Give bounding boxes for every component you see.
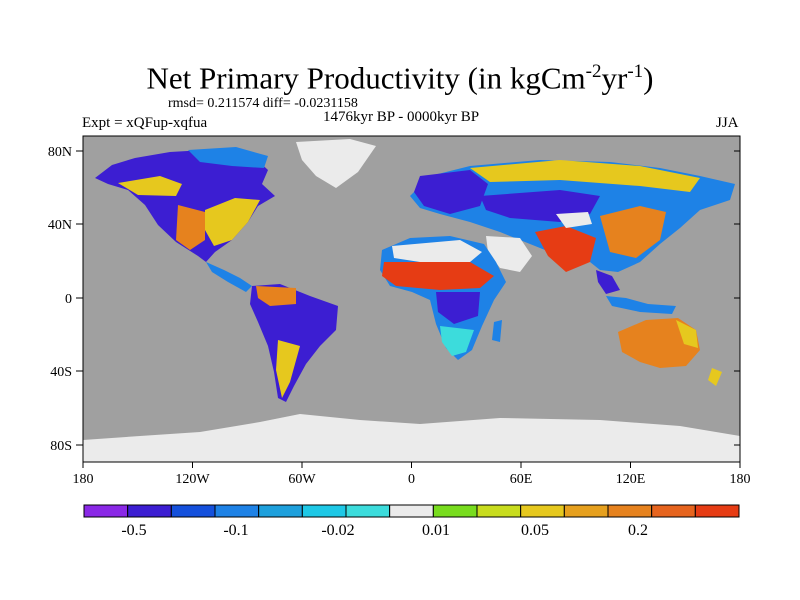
land-masses [83,139,740,462]
indonesia-islands [606,296,676,314]
lat-tick-label: 40N [48,218,72,233]
lon-tick-label: 0 [408,472,415,487]
season-label: JJA [716,115,739,131]
southern-africa [440,326,474,356]
new-zealand-land [708,368,722,386]
colorbar-label: 0.01 [422,522,450,539]
australia-east [676,320,698,348]
lon-tick-label: 180 [73,472,94,487]
rmsd-diff-stats: rmsd= 0.211574 diff= -0.0231158 [168,96,358,111]
colorbar-labels: -0.5 -0.1 -0.02 0.01 0.05 0.2 [121,522,648,539]
lat-tick-label: 40S [50,365,72,380]
colorbar-swatch [694,504,740,518]
greenland-ice [296,139,376,188]
longitude-axis: 180 120W 60W 0 60E 120E 180 [73,462,751,487]
latitude-axis: 80N 40N 0 40S 80S [48,145,740,454]
north-america-west [176,205,205,250]
antarctica-ice [83,414,740,462]
siberia-north [470,160,700,192]
colorbar-swatch [432,504,478,518]
lon-tick-label: 180 [730,472,751,487]
south-america-south [276,340,300,398]
colorbar-swatch [651,504,696,518]
central-america-land [206,262,252,292]
north-america-east [205,198,260,246]
tibet-ice [556,212,592,228]
arabia-land [486,236,532,272]
colorbar-swatch [258,504,303,518]
lon-tick-label: 120W [175,472,210,487]
alaska-band [118,176,182,196]
sahara-ice [392,240,482,262]
colorbar-label: -0.1 [223,522,248,539]
colorbar-swatch [214,504,260,518]
europe-land [414,170,488,214]
lat-tick-label: 80S [50,439,72,454]
experiment-label: Expt = xQFup-xqfua [82,115,208,131]
lon-tick-label: 120E [616,472,646,487]
colorbar-swatch [389,504,434,518]
south-america-land [250,284,338,402]
colorbar-swatch [607,504,653,518]
colorbar-swatch [170,504,216,518]
sahel-band [382,262,494,290]
colorbar-swatch [83,504,129,518]
map-title: Net Primary Productivity (in kgCm-2yr-1) [146,60,654,96]
lat-tick-label: 0 [65,292,72,307]
canada-arctic [188,147,268,168]
colorbar-swatch [520,504,565,518]
lat-tick-label: 80N [48,145,72,160]
period-label: 1476kyr BP - 0000kyr BP [323,109,480,125]
lon-tick-label: 60E [510,472,533,487]
colorbar-label: 0.05 [521,522,549,539]
colorbar [83,504,740,518]
central-africa [436,292,480,324]
colorbar-swatch [301,504,347,518]
colorbar-label: -0.02 [321,522,354,539]
colorbar-swatch [476,504,522,518]
colorbar-label: -0.5 [121,522,146,539]
colorbar-swatch [563,504,609,518]
colorbar-swatch [345,504,391,518]
madagascar-land [492,320,502,342]
colorbar-swatch [127,504,172,518]
south-asia [535,226,596,272]
east-asia [600,206,666,258]
lon-tick-label: 60W [288,472,316,487]
southeast-asia-land [596,270,620,294]
south-america-north [256,286,296,306]
colorbar-label: 0.2 [628,522,648,539]
